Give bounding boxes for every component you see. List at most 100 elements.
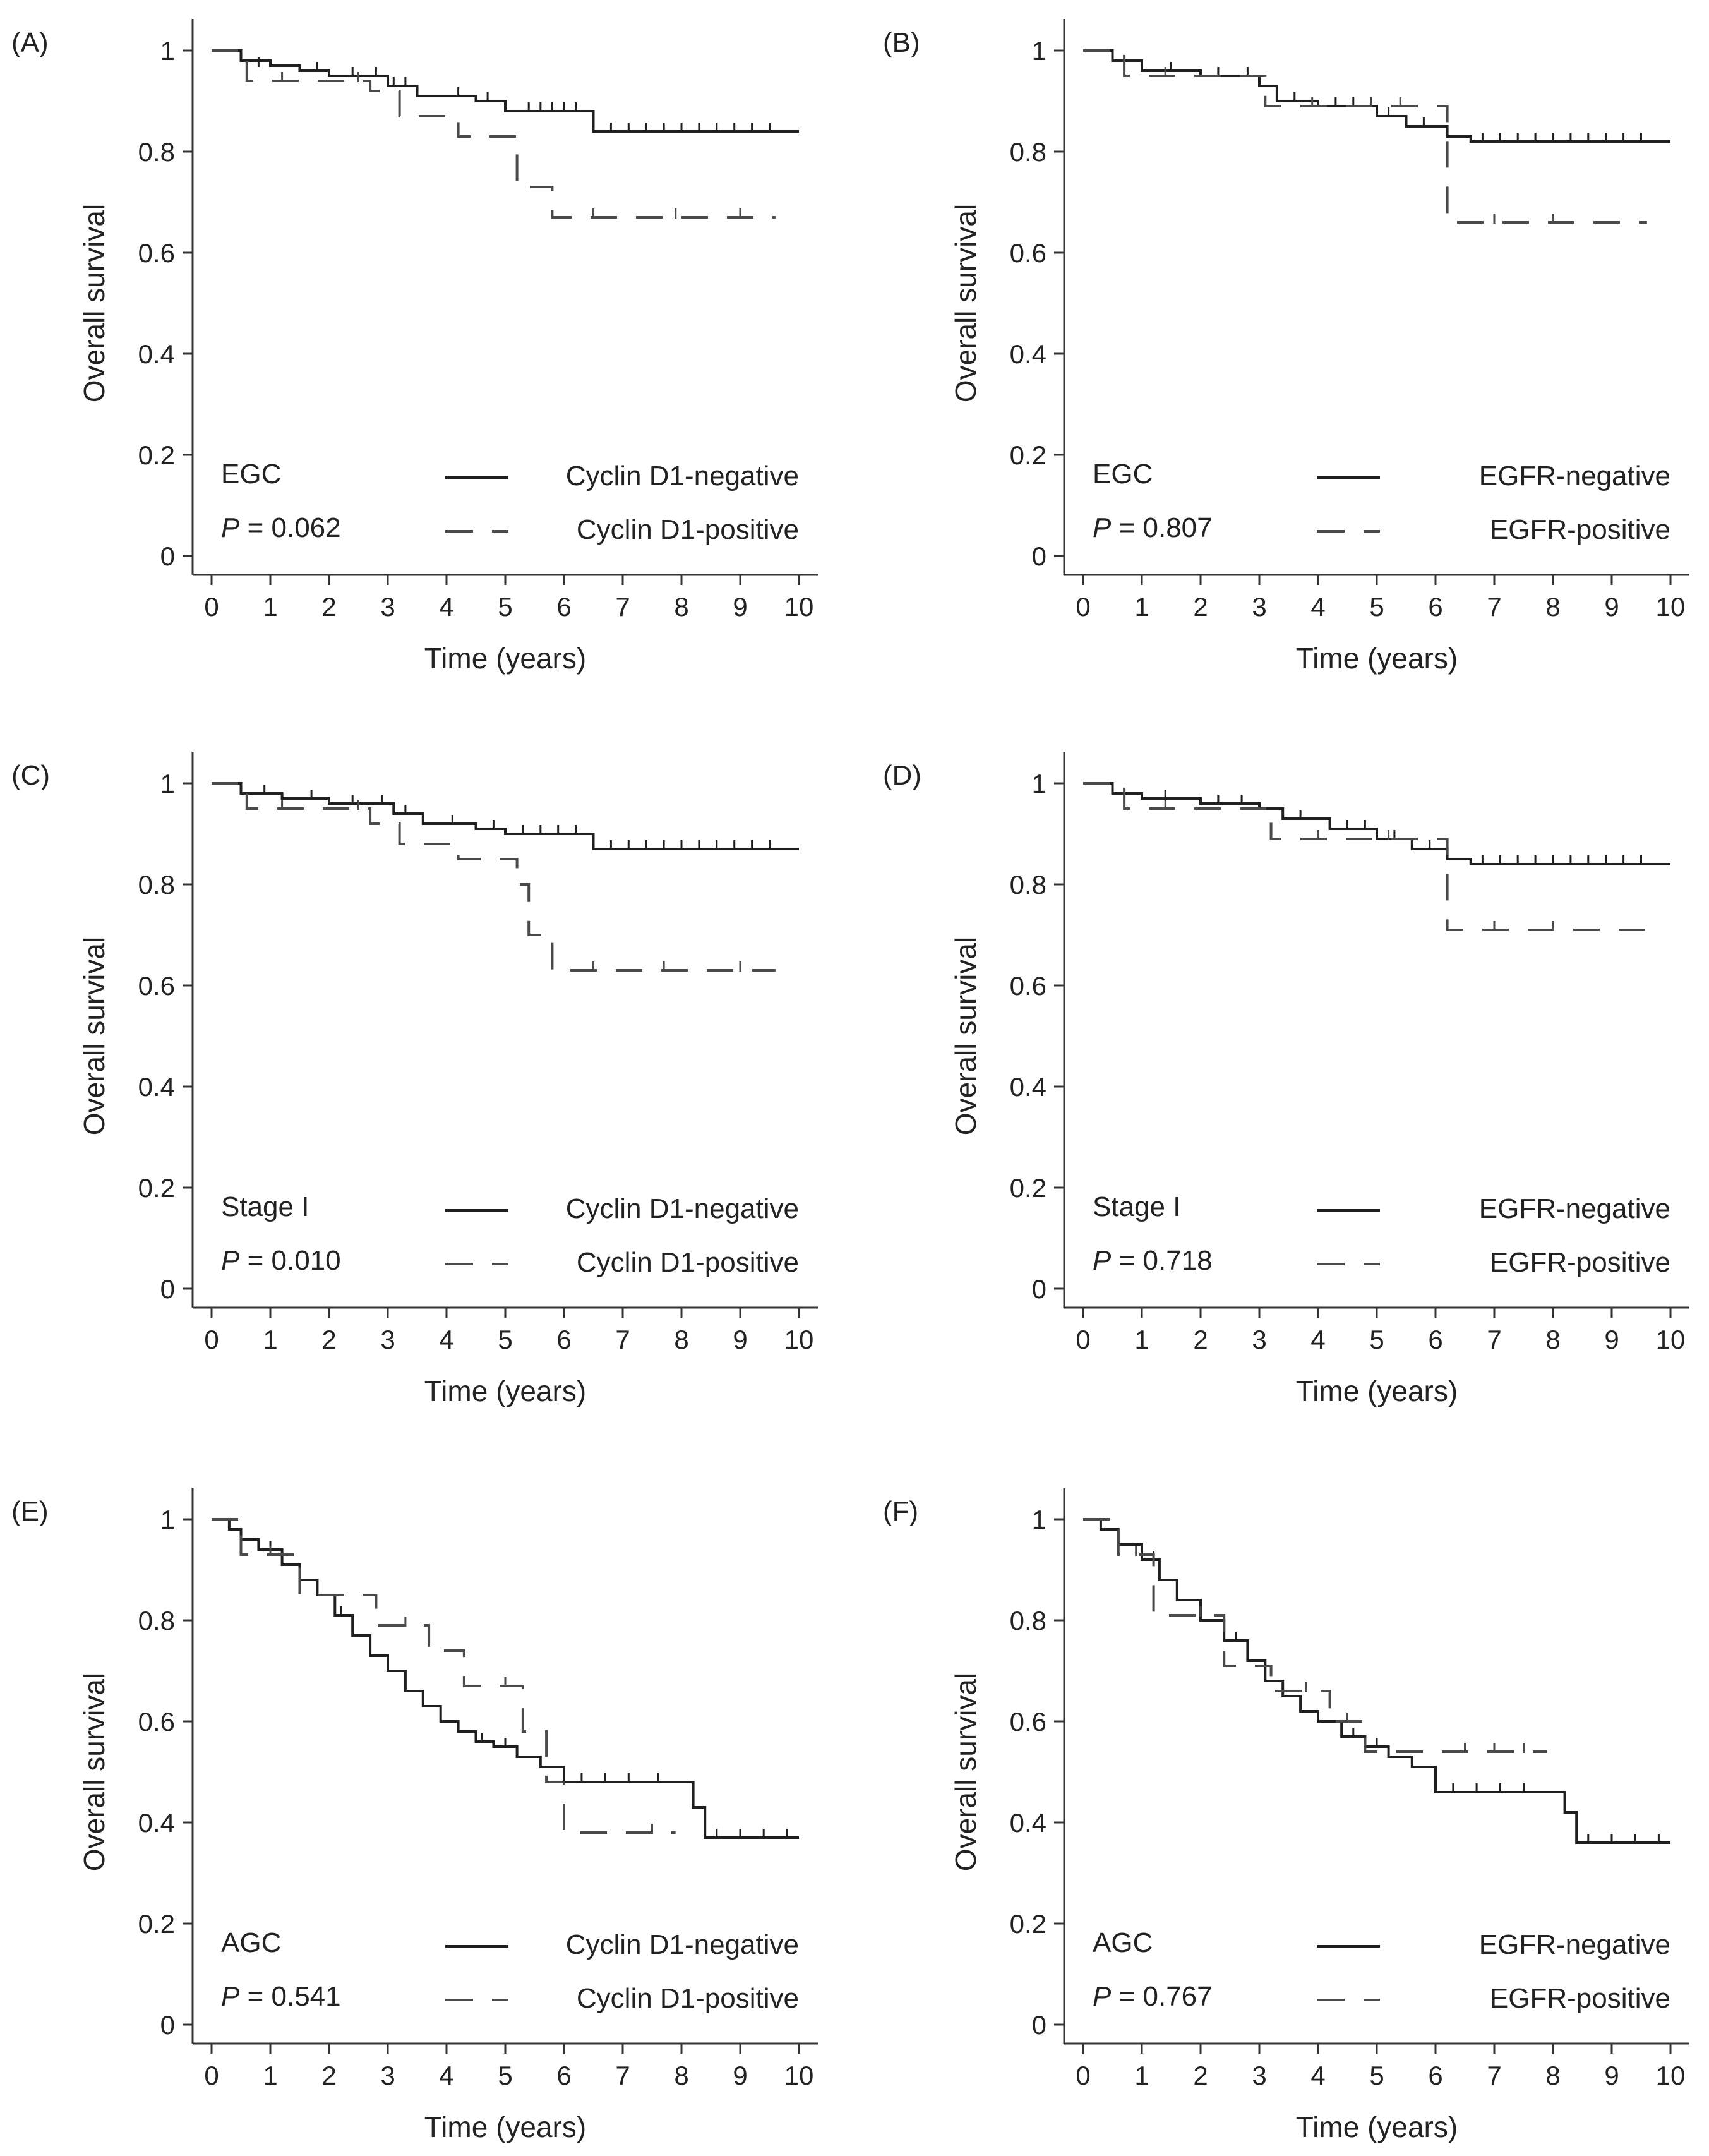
panel-label: (C) bbox=[11, 760, 50, 791]
panel-label: (F) bbox=[883, 1496, 918, 1527]
y-tick-label: 0.8 bbox=[138, 137, 175, 167]
x-tick-label: 2 bbox=[1193, 2061, 1208, 2090]
y-tick-label: 1 bbox=[1032, 1505, 1046, 1534]
x-tick-label: 6 bbox=[556, 592, 571, 622]
legend-label: EGFR-positive bbox=[1490, 1983, 1670, 2014]
y-tick-label: 0.4 bbox=[1010, 1072, 1046, 1102]
y-tick-label: 0.4 bbox=[1010, 1808, 1046, 1838]
series-egfr-positive bbox=[1083, 782, 1647, 931]
p-value: = 0.010 bbox=[239, 1245, 340, 1276]
x-tick-label: 10 bbox=[784, 592, 814, 622]
legend-label: Cyclin D1-negative bbox=[566, 1929, 799, 1960]
survival-curve bbox=[212, 782, 776, 972]
y-tick-label: 0.6 bbox=[1010, 238, 1046, 268]
x-tick-label: 2 bbox=[1193, 592, 1208, 622]
x-tick-label: 10 bbox=[1656, 2061, 1686, 2090]
x-tick-label: 8 bbox=[674, 592, 688, 622]
x-tick-label: 5 bbox=[498, 592, 512, 622]
x-tick-label: 8 bbox=[1545, 592, 1560, 622]
y-tick-label: 0.2 bbox=[138, 1909, 175, 1939]
legend-label: Cyclin D1-positive bbox=[577, 1247, 799, 1278]
series-egfr-positive bbox=[1083, 49, 1647, 224]
survival-curve bbox=[212, 1518, 676, 1834]
x-axis-title: Time (years) bbox=[1296, 2111, 1458, 2143]
x-axis-title: Time (years) bbox=[424, 2111, 586, 2143]
x-tick-label: 5 bbox=[498, 1325, 512, 1354]
y-tick-label: 0.2 bbox=[1010, 1909, 1046, 1939]
x-tick-label: 7 bbox=[1487, 592, 1501, 622]
x-tick-label: 1 bbox=[1134, 1325, 1149, 1354]
y-axis-title: Overall survival bbox=[78, 204, 111, 402]
y-tick-label: 0.6 bbox=[1010, 1707, 1046, 1737]
legend-label: Cyclin D1-positive bbox=[577, 1983, 799, 2014]
series-egfr-positive bbox=[1083, 1518, 1547, 1753]
legend-label: Cyclin D1-negative bbox=[566, 1193, 799, 1224]
y-tick-label: 0.8 bbox=[138, 870, 175, 900]
group-label: EGC bbox=[1093, 459, 1153, 490]
y-tick-label: 1 bbox=[1032, 769, 1046, 798]
x-tick-label: 0 bbox=[1076, 2061, 1090, 2090]
x-tick-label: 3 bbox=[1252, 592, 1266, 622]
survival-curve bbox=[1083, 49, 1647, 224]
y-tick-label: 0.6 bbox=[1010, 971, 1046, 1001]
x-tick-label: 6 bbox=[1428, 592, 1442, 622]
y-tick-label: 1 bbox=[160, 1505, 175, 1534]
x-tick-label: 9 bbox=[733, 1325, 747, 1354]
x-tick-label: 4 bbox=[439, 592, 453, 622]
y-tick-label: 0 bbox=[160, 2010, 175, 2040]
y-tick-label: 1 bbox=[160, 36, 175, 66]
y-tick-label: 0 bbox=[160, 541, 175, 571]
p-value: = 0.807 bbox=[1111, 512, 1212, 543]
legend-label: EGFR-positive bbox=[1490, 514, 1670, 545]
p-symbol: P bbox=[221, 512, 240, 543]
y-tick-label: 0 bbox=[1032, 2010, 1046, 2040]
panel-label: (B) bbox=[883, 27, 920, 58]
x-tick-label: 5 bbox=[498, 2061, 512, 2090]
y-tick-label: 0.2 bbox=[138, 1173, 175, 1203]
x-tick-label: 6 bbox=[556, 2061, 571, 2090]
series-egfr-negative bbox=[1083, 1518, 1670, 1844]
x-tick-label: 5 bbox=[1369, 592, 1384, 622]
p-symbol: P bbox=[221, 1981, 240, 2012]
series-cyclin-d1-positive bbox=[212, 782, 776, 972]
x-tick-label: 2 bbox=[1193, 1325, 1208, 1354]
p-value-text: P = 0.010 bbox=[221, 1245, 341, 1276]
x-tick-label: 8 bbox=[674, 2061, 688, 2090]
x-tick-label: 4 bbox=[1310, 1325, 1325, 1354]
panel-label: (E) bbox=[11, 1496, 49, 1527]
series-egfr-negative bbox=[1083, 49, 1670, 143]
y-axis-title: Overall survival bbox=[949, 204, 982, 402]
x-tick-label: 6 bbox=[556, 1325, 571, 1354]
survival-curve bbox=[1083, 1518, 1547, 1753]
y-tick-label: 0.4 bbox=[138, 1072, 175, 1102]
x-tick-label: 0 bbox=[204, 1325, 219, 1354]
p-value-text: P = 0.541 bbox=[221, 1981, 341, 2012]
y-tick-label: 1 bbox=[160, 769, 175, 798]
survival-curve bbox=[212, 1518, 799, 1839]
x-tick-label: 6 bbox=[1428, 1325, 1442, 1354]
x-tick-label: 2 bbox=[321, 1325, 336, 1354]
y-tick-label: 0.2 bbox=[1010, 440, 1046, 470]
x-tick-label: 0 bbox=[1076, 1325, 1090, 1354]
y-axis-title: Overall survival bbox=[78, 1673, 111, 1871]
series-cyclin-d1-negative bbox=[212, 782, 799, 850]
x-tick-label: 7 bbox=[1487, 1325, 1501, 1354]
x-tick-label: 7 bbox=[615, 1325, 630, 1354]
p-symbol: P bbox=[1093, 512, 1112, 543]
x-tick-label: 1 bbox=[1134, 592, 1149, 622]
group-label: AGC bbox=[1093, 1927, 1153, 1958]
y-axis-title: Overall survival bbox=[78, 937, 111, 1135]
y-tick-label: 0.6 bbox=[138, 238, 175, 268]
x-tick-label: 3 bbox=[1252, 2061, 1266, 2090]
x-tick-label: 10 bbox=[1656, 1325, 1686, 1354]
y-tick-label: 0 bbox=[160, 1274, 175, 1304]
p-value: = 0.541 bbox=[239, 1981, 340, 2012]
x-tick-label: 10 bbox=[784, 2061, 814, 2090]
x-tick-label: 8 bbox=[1545, 2061, 1560, 2090]
x-tick-label: 1 bbox=[263, 592, 277, 622]
x-tick-label: 7 bbox=[615, 592, 630, 622]
